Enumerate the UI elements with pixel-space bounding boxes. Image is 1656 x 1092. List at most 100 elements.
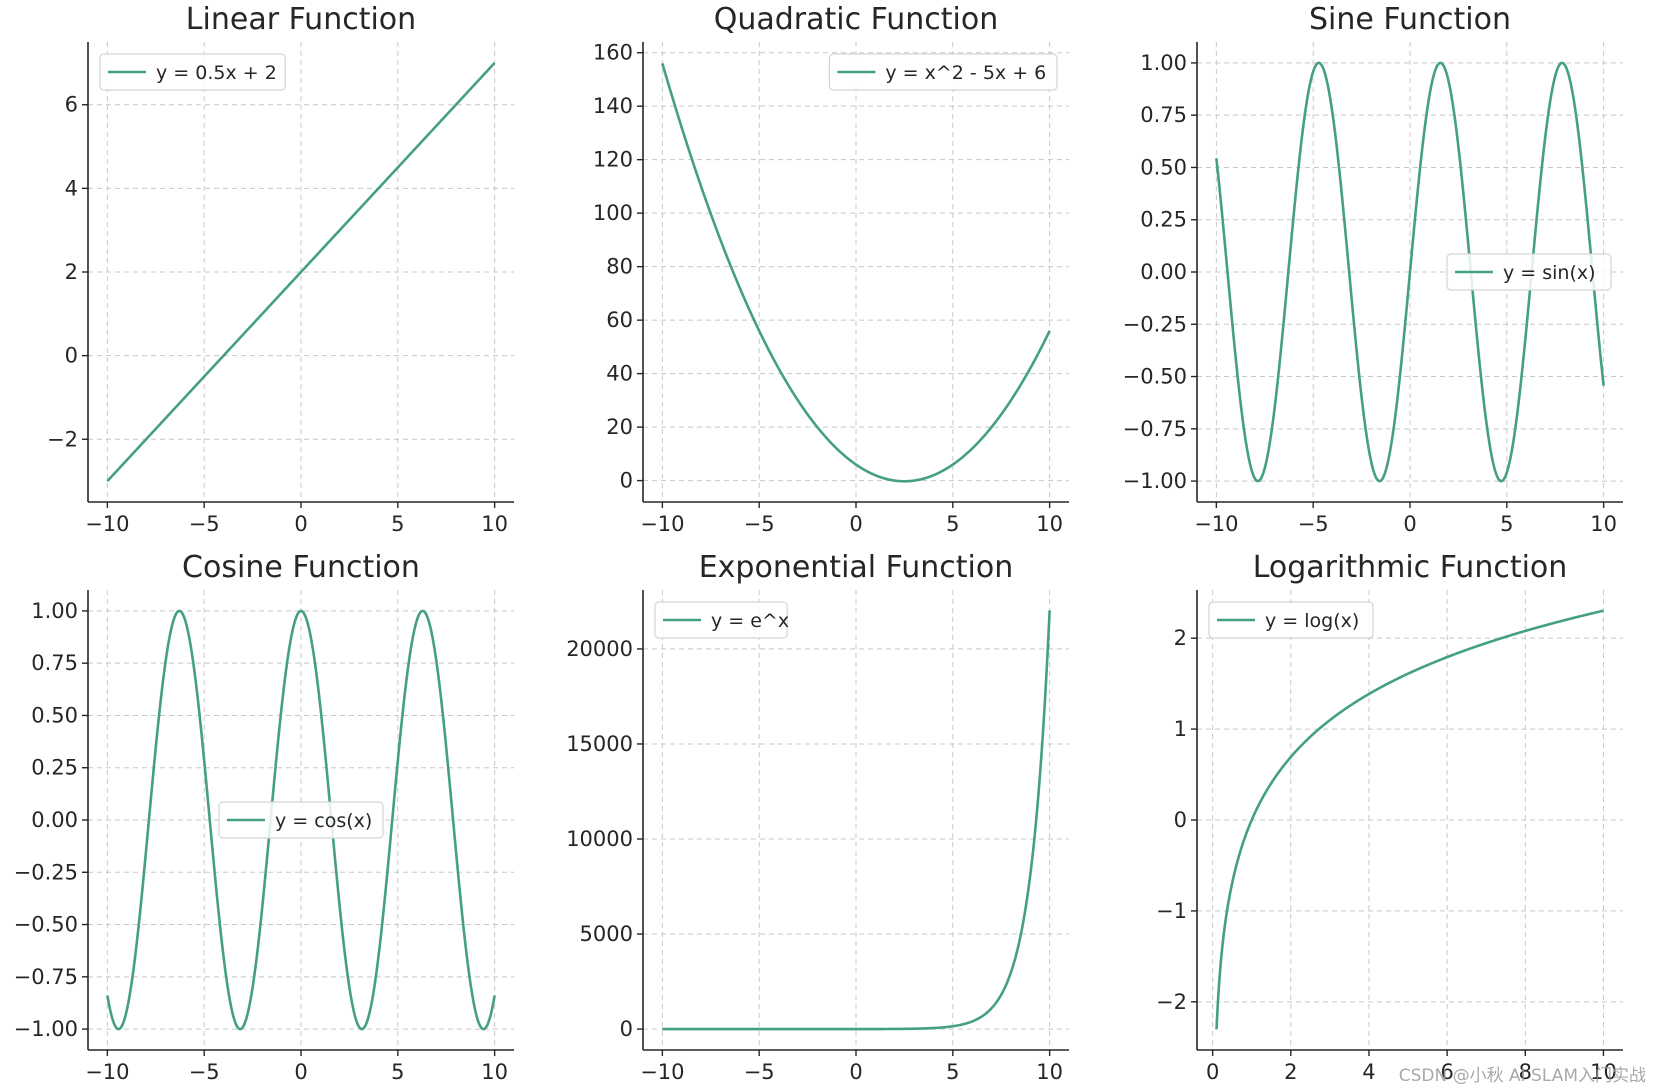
y-tick-label: −2 bbox=[1156, 990, 1187, 1014]
x-tick-label: 10 bbox=[1590, 512, 1617, 536]
y-tick-label: 1 bbox=[1174, 717, 1187, 741]
x-tick-label: 0 bbox=[849, 1060, 862, 1084]
legend-label: y = x^2 - 5x + 6 bbox=[885, 62, 1046, 84]
legend: y = sin(x) bbox=[1446, 253, 1612, 291]
x-tick-label: −10 bbox=[640, 512, 684, 536]
x-tick-label: 10 bbox=[1036, 1060, 1063, 1084]
y-tick-label: 0 bbox=[620, 1017, 633, 1041]
y-tick-label: 20000 bbox=[566, 637, 633, 661]
y-tick-label: 0.25 bbox=[31, 756, 78, 780]
y-tick-label: 20 bbox=[606, 415, 633, 439]
x-tick-label: 10 bbox=[481, 512, 508, 536]
y-tick-label: 15000 bbox=[566, 732, 633, 756]
y-tick-label: −0.50 bbox=[1123, 365, 1187, 389]
panel-title: Quadratic Function bbox=[714, 2, 999, 37]
x-tick-label: 10 bbox=[1036, 512, 1063, 536]
series-line bbox=[1215, 61, 1605, 483]
y-tick-label: −2 bbox=[47, 427, 78, 451]
x-tick-label: 5 bbox=[946, 1060, 959, 1084]
x-tick-label: 10 bbox=[481, 1060, 508, 1084]
x-tick-label: 0 bbox=[294, 512, 307, 536]
y-tick-label: 4 bbox=[65, 176, 78, 200]
x-tick-label: −5 bbox=[189, 512, 220, 536]
y-tick-label: 10000 bbox=[566, 827, 633, 851]
x-tick-label: −5 bbox=[744, 512, 775, 536]
legend-label: y = sin(x) bbox=[1503, 262, 1596, 284]
y-tick-label: 0.25 bbox=[1140, 208, 1187, 232]
series-line bbox=[661, 610, 1051, 1031]
x-tick-label: −10 bbox=[85, 512, 129, 536]
x-tick-label: −5 bbox=[1298, 512, 1329, 536]
x-tick-label: 6 bbox=[1440, 1060, 1453, 1084]
x-tick-label: 5 bbox=[391, 512, 404, 536]
y-tick-label: 0 bbox=[620, 469, 633, 493]
y-tick-label: −1.00 bbox=[14, 1017, 78, 1041]
series-line bbox=[106, 609, 496, 1031]
x-tick-label: 5 bbox=[1500, 512, 1513, 536]
y-tick-label: 6 bbox=[65, 93, 78, 117]
x-tick-label: 0 bbox=[849, 512, 862, 536]
y-tick-label: −0.75 bbox=[1123, 417, 1187, 441]
x-tick-label: 5 bbox=[391, 1060, 404, 1084]
panel-title: Exponential Function bbox=[699, 550, 1014, 585]
x-tick-label: −10 bbox=[85, 1060, 129, 1084]
panel-5: −10 −5 0 5 10 0 5000 10000 15000 20000 Exponential… bbox=[566, 550, 1069, 1084]
y-tick-label: 0 bbox=[1174, 808, 1187, 832]
y-tick-label: 140 bbox=[593, 94, 633, 118]
panel-2: −10 −5 0 5 10020406080100120140160Quadratic … bbox=[593, 2, 1069, 536]
y-tick-label: 0.00 bbox=[31, 808, 78, 832]
panel-3: −10 −5 0 5 10 −1.00 −0.75 −0.50 −0.25 0.00 0.25 0.5… bbox=[1123, 2, 1623, 536]
y-tick-label: −1.00 bbox=[1123, 469, 1187, 493]
panel-1: −10 −5 0 5 10 −2 0 2 4 6 Linear Function y = 0.5x +… bbox=[47, 2, 514, 536]
y-tick-label: 0.50 bbox=[1140, 155, 1187, 179]
y-tick-label: 0.75 bbox=[31, 651, 78, 675]
panel-title: Sine Function bbox=[1309, 2, 1511, 37]
legend: y = cos(x) bbox=[218, 801, 384, 839]
y-tick-label: 0.50 bbox=[31, 703, 78, 727]
panel-title: Logarithmic Function bbox=[1253, 550, 1568, 585]
x-tick-label: 10 bbox=[1590, 1060, 1617, 1084]
panel-title: Linear Function bbox=[186, 2, 416, 37]
series-line bbox=[1215, 609, 1605, 1030]
y-tick-label: 1.00 bbox=[1140, 51, 1187, 75]
y-tick-label: 2 bbox=[65, 260, 78, 284]
legend-box bbox=[654, 601, 788, 639]
legend-label: y = cos(x) bbox=[275, 810, 372, 832]
x-tick-label: 0 bbox=[294, 1060, 307, 1084]
legend-box bbox=[218, 801, 384, 839]
legend: y = log(x) bbox=[1208, 601, 1374, 639]
y-tick-label: 100 bbox=[593, 201, 633, 225]
y-tick-label: 0.75 bbox=[1140, 103, 1187, 127]
y-tick-label: 80 bbox=[606, 255, 633, 279]
y-tick-label: −1 bbox=[1156, 899, 1187, 923]
y-tick-label: −0.50 bbox=[14, 913, 78, 937]
watermark: CSDN @小秋 AI SLAM入门实战 bbox=[1398, 1066, 1646, 1086]
x-tick-label: −10 bbox=[640, 1060, 684, 1084]
y-tick-label: 120 bbox=[593, 148, 633, 172]
series-line bbox=[106, 62, 496, 482]
x-tick-label: 0 bbox=[1206, 1060, 1219, 1084]
legend: y = 0.5x + 2 bbox=[99, 53, 286, 91]
y-tick-label: 5000 bbox=[580, 922, 633, 946]
y-tick-label: −0.75 bbox=[14, 965, 78, 989]
y-tick-label: 40 bbox=[606, 362, 633, 386]
x-tick-label: 5 bbox=[946, 512, 959, 536]
legend: y = e^x bbox=[654, 601, 789, 639]
y-tick-label: 0 bbox=[65, 344, 78, 368]
x-tick-label: 0 bbox=[1403, 512, 1416, 536]
y-tick-label: 1.00 bbox=[31, 599, 78, 623]
panel-4: −10 −5 0 5 10 −1.00 −0.75 −0.50 −0.25 0.00 0.25 0.5… bbox=[14, 550, 514, 1084]
y-tick-label: 2 bbox=[1174, 626, 1187, 650]
y-tick-label: 0.00 bbox=[1140, 260, 1187, 284]
y-tick-label: −0.25 bbox=[14, 860, 78, 884]
legend-label: y = log(x) bbox=[1265, 610, 1359, 632]
x-tick-label: 4 bbox=[1362, 1060, 1375, 1084]
x-tick-label: −10 bbox=[1194, 512, 1238, 536]
x-tick-label: 8 bbox=[1519, 1060, 1532, 1084]
y-tick-label: 60 bbox=[606, 308, 633, 332]
y-tick-label: −0.25 bbox=[1123, 312, 1187, 336]
legend-box bbox=[1446, 253, 1612, 291]
x-tick-label: −5 bbox=[189, 1060, 220, 1084]
legend-label: y = e^x bbox=[711, 610, 789, 632]
